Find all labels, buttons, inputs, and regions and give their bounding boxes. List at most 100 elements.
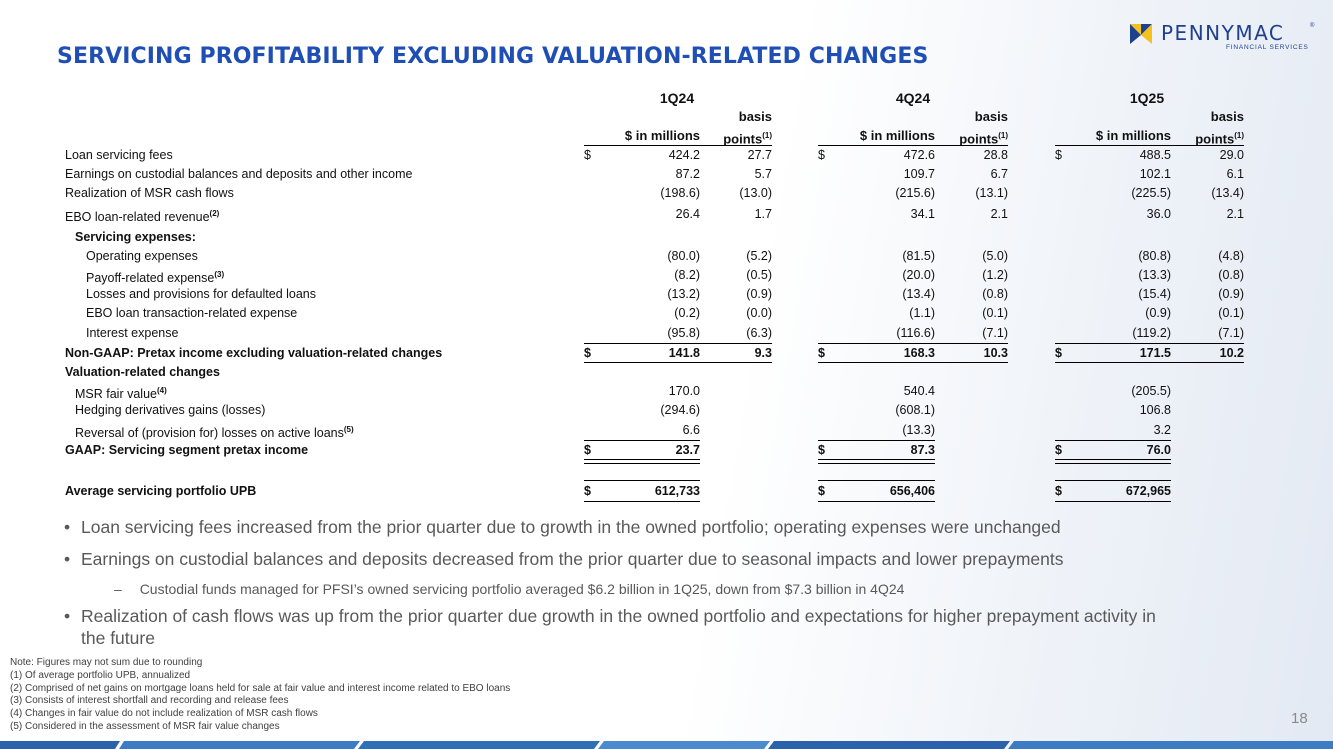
row-label: Reversal of (provision for) losses on ac… — [75, 422, 354, 441]
footnote: (4) Changes in fair value do not include… — [10, 708, 318, 720]
subtotal-rule — [584, 343, 772, 344]
amount-cell: 34.1 — [910, 207, 935, 221]
amount-cell: 424.2 — [668, 148, 700, 162]
amount-cell: (13.4) — [902, 287, 935, 301]
row-footnote-ref: (4) — [156, 386, 167, 395]
amount-cell: (215.6) — [895, 186, 935, 200]
row-label: Average servicing portfolio UPB — [65, 483, 256, 499]
dollars-header: $ in millions — [1095, 128, 1171, 143]
row-footnote-ref: (2) — [209, 209, 220, 218]
amount-cell: 141.8 — [668, 346, 700, 360]
basis-points-cell: 10.3 — [983, 346, 1008, 360]
bullet-dot: • — [64, 549, 71, 569]
row-footnote-ref: (3) — [214, 270, 225, 279]
row-label: Non-GAAP: Pretax income excluding valuat… — [65, 345, 442, 361]
footnote: (5) Considered in the assessment of MSR … — [10, 720, 280, 732]
row-label-text: Reversal of (provision for) losses on ac… — [75, 426, 344, 441]
dollar-sign: $ — [818, 148, 825, 162]
row-label: Payoff-related expense(3) — [86, 267, 224, 286]
row-label-text: Valuation-related changes — [65, 365, 220, 379]
slide-title: SERVICING PROFITABILITY EXCLUDING VALUAT… — [57, 44, 929, 69]
dollars-header: $ in millions — [624, 128, 700, 143]
dollar-sign: $ — [818, 346, 825, 360]
basis-points-cell: (1.2) — [982, 268, 1008, 282]
basis-header: basis — [738, 109, 772, 124]
dollar-sign: $ — [584, 484, 591, 498]
amount-cell: (198.6) — [660, 186, 700, 200]
basis-points-cell: (7.1) — [1218, 326, 1244, 340]
basis-points-cell: (13.4) — [1211, 186, 1244, 200]
footnote: (1) Of average portfolio UPB, annualized — [10, 669, 191, 681]
amount-cell: 87.3 — [910, 443, 935, 457]
row-label: Realization of MSR cash flows — [65, 185, 234, 201]
row-label: Operating expenses — [86, 248, 198, 264]
bullet-text: Loan servicing fees increased from the p… — [81, 517, 1061, 537]
subtotal-underline — [818, 362, 1008, 363]
points-header: points(1) — [1174, 128, 1244, 147]
amount-cell: 106.8 — [1139, 403, 1171, 417]
basis-points-cell: (0.1) — [982, 306, 1008, 320]
footnotes: Note: Figures may not sum due to roundin… — [10, 657, 510, 734]
amount-cell: 488.5 — [1139, 148, 1171, 162]
row-label-text: Interest expense — [86, 326, 179, 340]
pennymac-logo: PENNYMAC ® FINANCIAL SERVICES — [1128, 21, 1323, 53]
row-label: Servicing expenses: — [75, 229, 196, 245]
amount-cell: (608.1) — [895, 403, 935, 417]
row-label: Loan servicing fees — [65, 147, 173, 163]
sub-bullet-text: Custodial funds managed for PFSI’s owned… — [139, 581, 905, 597]
row-label: EBO loan-related revenue(2) — [65, 206, 219, 225]
sub-bullet: – Custodial funds managed for PFSI’s own… — [114, 581, 904, 597]
basis-points-cell: 28.8 — [983, 148, 1008, 162]
subtotal-underline — [584, 362, 772, 363]
dollar-sign: $ — [1055, 443, 1062, 457]
amount-cell: 472.6 — [903, 148, 935, 162]
row-label-text: GAAP: Servicing segment pretax income — [65, 443, 309, 457]
amount-cell: (119.2) — [1132, 326, 1171, 340]
amount-cell: (1.1) — [909, 306, 935, 320]
basis-points-cell: 2.1 — [990, 207, 1008, 221]
basis-points-cell: (13.1) — [975, 186, 1008, 200]
amount-cell: 656,406 — [889, 484, 935, 498]
row-label-text: Hedging derivatives gains (losses) — [75, 403, 266, 417]
total-double-underline — [584, 459, 700, 464]
row-label-text: Losses and provisions for defaulted loan… — [86, 287, 317, 301]
total-double-underline — [818, 459, 935, 464]
amount-cell: (8.2) — [674, 268, 700, 282]
footnote: (2) Comprised of net gains on mortgage l… — [10, 682, 511, 694]
amount-cell: (0.9) — [1145, 306, 1171, 320]
upb-rule — [1055, 480, 1171, 481]
points-footnote-ref: (1) — [762, 131, 772, 140]
amount-cell: (15.4) — [1138, 287, 1171, 301]
dollar-sign: $ — [584, 443, 591, 457]
basis-points-cell: (7.1) — [982, 326, 1008, 340]
basis-points-cell: 2.1 — [1226, 207, 1244, 221]
upb-underline — [1055, 501, 1171, 502]
upb-underline — [584, 501, 700, 502]
upb-rule — [584, 480, 700, 481]
points-header-text: points — [723, 131, 763, 147]
row-label-text: Servicing expenses: — [75, 230, 196, 244]
amount-cell: 540.4 — [903, 384, 935, 398]
dollar-sign: $ — [818, 443, 825, 457]
basis-points-cell: 1.7 — [754, 207, 772, 221]
amount-cell: 102.1 — [1139, 167, 1171, 181]
basis-points-cell: (5.0) — [982, 249, 1008, 263]
basis-points-cell: (0.0) — [746, 306, 772, 320]
row-label-text: Operating expenses — [86, 249, 198, 263]
amount-cell: (13.2) — [667, 287, 700, 301]
points-header: points(1) — [937, 128, 1008, 147]
amount-cell: 171.5 — [1139, 346, 1171, 360]
header-underline — [818, 145, 1008, 146]
row-label-text: Loan servicing fees — [65, 148, 173, 162]
dollar-sign: $ — [584, 346, 591, 360]
logo-name: PENNYMAC — [1161, 21, 1285, 45]
bottom-decorative-band — [0, 741, 1333, 749]
upb-underline — [818, 501, 935, 502]
amount-cell: 87.2 — [675, 167, 700, 181]
amount-cell: (81.5) — [902, 249, 935, 263]
basis-points-cell: 29.0 — [1219, 148, 1244, 162]
dollar-sign: $ — [1055, 346, 1062, 360]
basis-points-cell: 10.2 — [1219, 346, 1244, 360]
dollar-sign: $ — [1055, 148, 1062, 162]
row-label-text: EBO loan transaction-related expense — [86, 306, 298, 320]
